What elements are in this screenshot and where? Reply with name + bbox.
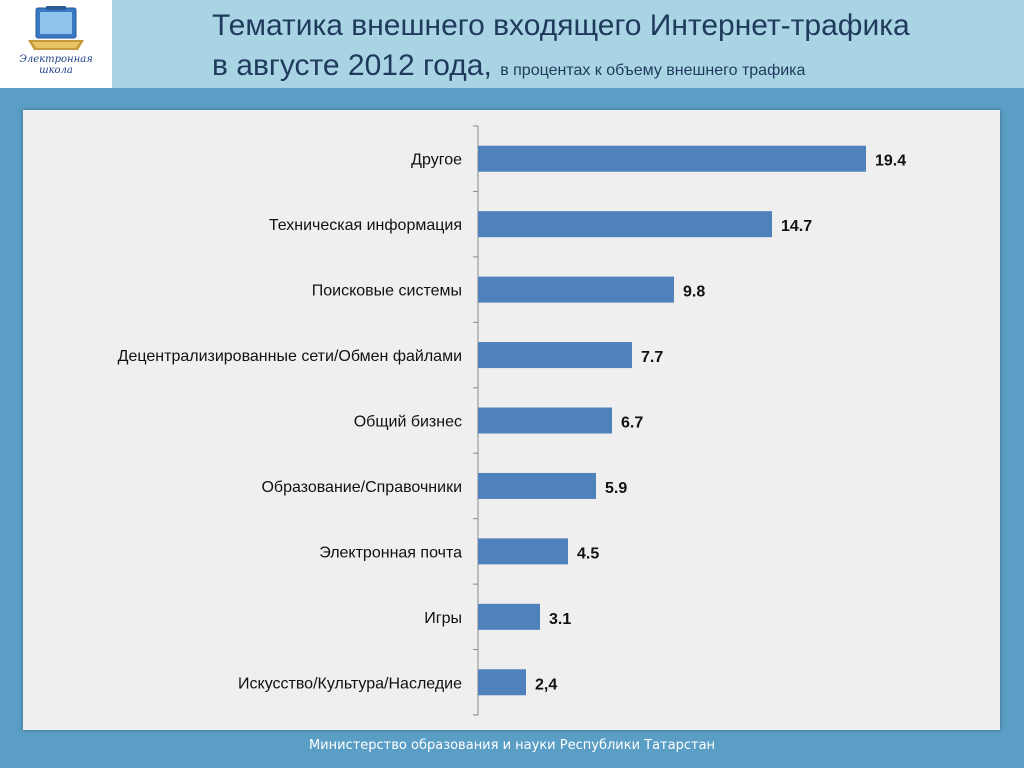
category-label: Искусство/Культура/Наследие <box>238 675 462 692</box>
title-line2: в августе 2012 года, в процентах к объем… <box>212 46 1012 91</box>
bar <box>478 342 632 369</box>
title-subtitle: в процентах к объему внешнего трафика <box>500 62 806 79</box>
bar <box>478 145 866 172</box>
bar <box>478 603 540 630</box>
chart-panel: Другое 19.4 Техническая информация 14.7 Поис… <box>23 110 1000 730</box>
footer-text: Министерство образования и науки Республ… <box>308 738 716 753</box>
logo-text-line1: Электронная <box>19 54 93 65</box>
category-label: Общий бизнес <box>354 414 462 431</box>
category-label: Децентрализированные сети/Обмен файлами <box>118 348 462 365</box>
data-label: 7.7 <box>641 349 663 366</box>
data-label: 2,4 <box>535 676 557 693</box>
title-line2-text: в августе 2012 года, <box>212 49 492 82</box>
bar <box>478 669 526 696</box>
bar <box>478 538 568 565</box>
data-label: 6.7 <box>621 415 643 432</box>
category-label: Электронная почта <box>319 544 462 561</box>
title-line1: Тематика внешнего входящего Интернет-тра… <box>212 9 910 42</box>
category-label: Образование/Справочники <box>261 479 462 496</box>
logo-text-line2: школа <box>39 65 73 76</box>
category-label: Поисковые системы <box>312 283 462 300</box>
header-bar: Электронная школа Тематика внешнего вход… <box>0 0 1024 88</box>
bar <box>478 276 674 303</box>
bar <box>478 407 612 434</box>
bar <box>478 472 596 499</box>
data-label: 9.8 <box>683 284 705 301</box>
category-label: Другое <box>411 152 462 169</box>
category-label: Игры <box>424 610 462 627</box>
data-label: 19.4 <box>875 153 906 170</box>
bar-chart: Другое 19.4 Техническая информация 14.7 Поис… <box>118 125 906 716</box>
logo-text: Электронная школа <box>4 54 108 76</box>
data-label: 14.7 <box>781 218 812 235</box>
data-label: 3.1 <box>549 611 571 628</box>
data-label: 4.5 <box>577 545 599 562</box>
data-label: 5.9 <box>605 480 627 497</box>
bar <box>478 211 772 238</box>
briefcase-laptop-icon <box>28 6 84 50</box>
category-label: Техническая информация <box>269 217 462 234</box>
logo: Электронная школа <box>0 0 112 88</box>
page-title: Тематика внешнего входящего Интернет-тра… <box>212 6 1012 91</box>
